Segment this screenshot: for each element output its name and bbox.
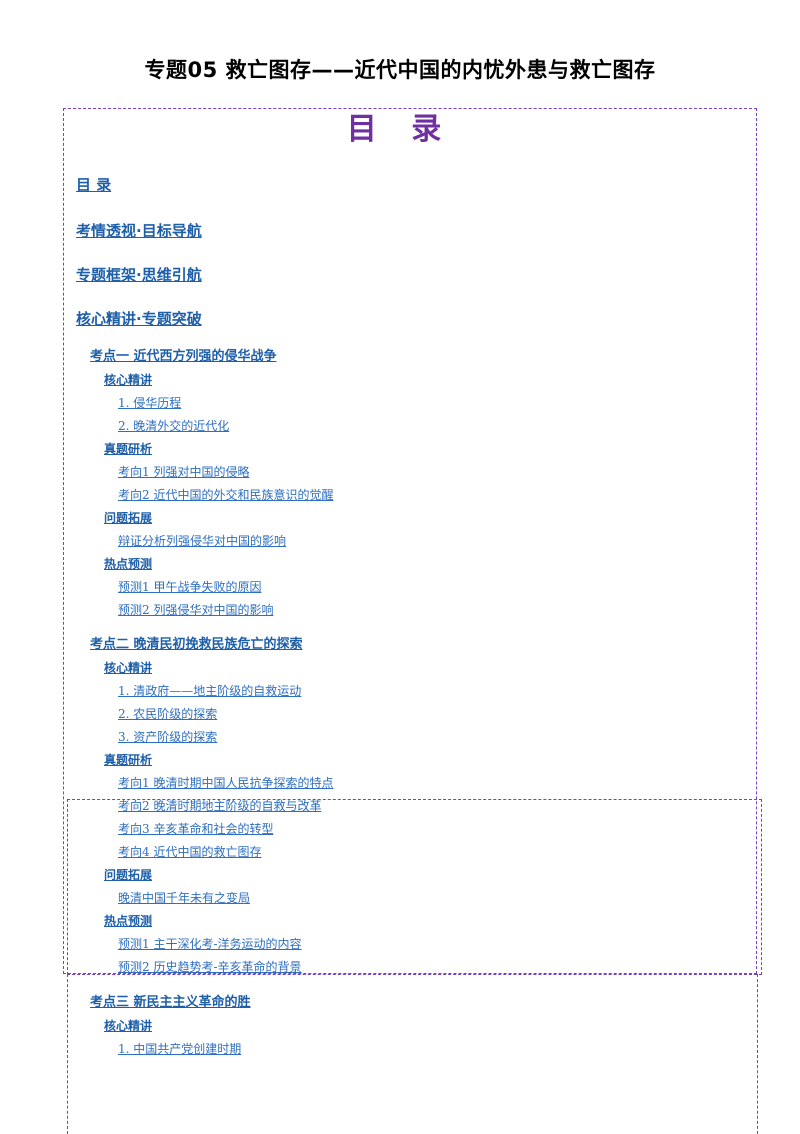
toc-entry-level-3[interactable]: 核心精讲 <box>104 373 153 387</box>
toc-entry-level-4[interactable]: 辩证分析列强侵华对中国的影响 <box>118 534 287 548</box>
toc-entry-level-4[interactable]: 1. 侵华历程 <box>118 396 182 410</box>
toc-entry-level-3[interactable]: 真题研析 <box>104 753 153 767</box>
toc-entry-level-4[interactable]: 考向4 近代中国的救亡图存 <box>118 845 262 859</box>
toc-entry-level-1[interactable]: 核心精讲·专题突破 <box>76 310 202 328</box>
toc-entry-level-3[interactable]: 核心精讲 <box>104 661 153 675</box>
toc-entry-level-3[interactable]: 热点预测 <box>104 914 153 928</box>
toc-entry-level-2[interactable]: 考点一 近代西方列强的侵华战争 <box>90 349 277 364</box>
toc-entry-level-4[interactable]: 考向3 辛亥革命和社会的转型 <box>118 822 274 836</box>
document-title: 专题05 救亡图存——近代中国的内忧外患与救亡图存 <box>144 58 656 82</box>
inner-frame <box>67 799 762 975</box>
toc-entry-level-4[interactable]: 预测1 主干深化考-洋务运动的内容 <box>118 937 302 951</box>
toc-entry-level-2[interactable]: 考点三 新民主主义革命的胜 <box>90 995 251 1010</box>
toc-heading: 目 录 <box>346 112 454 147</box>
toc-entry-level-4[interactable]: 2. 农民阶级的探索 <box>118 707 218 721</box>
toc-entry-level-1[interactable]: 专题框架·思维引航 <box>76 266 202 284</box>
toc-entry-level-4[interactable]: 2. 晚清外交的近代化 <box>118 419 230 433</box>
toc-entry-level-4[interactable]: 3. 资产阶级的探索 <box>118 730 218 744</box>
frame-continuation-left <box>67 974 68 1134</box>
toc-entry-level-4[interactable]: 1. 清政府——地主阶级的自救运动 <box>118 684 302 698</box>
toc-entry-level-3[interactable]: 核心精讲 <box>104 1019 153 1033</box>
toc-entry-level-4[interactable]: 预测2 列强侵华对中国的影响 <box>118 603 274 617</box>
toc-entry-level-4[interactable]: 晚清中国千年未有之变局 <box>118 891 251 905</box>
toc-entry-level-3[interactable]: 问题拓展 <box>104 511 153 525</box>
toc-entry-level-4[interactable]: 1. 中国共产党创建时期 <box>118 1042 242 1056</box>
toc-entry-level-4[interactable]: 预测1 甲午战争失败的原因 <box>118 580 262 594</box>
toc-entry-level-4[interactable]: 考向1 晚清时期中国人民抗争探索的特点 <box>118 776 334 790</box>
toc-entry-level-4[interactable]: 考向1 列强对中国的侵略 <box>118 465 250 479</box>
toc-entry-level-4[interactable]: 预测2 历史趋势考-辛亥革命的背景 <box>118 960 302 974</box>
toc-entry-level-3[interactable]: 热点预测 <box>104 557 153 571</box>
toc-entry-level-1[interactable]: 考情透视·目标导航 <box>76 222 202 240</box>
toc-entry-level-4[interactable]: 考向2 近代中国的外交和民族意识的觉醒 <box>118 488 334 502</box>
toc-entry-level-3[interactable]: 问题拓展 <box>104 868 153 882</box>
toc-entry-level-3[interactable]: 真题研析 <box>104 442 153 456</box>
toc-entry-level-1[interactable]: 目 录 <box>76 176 112 194</box>
frame-continuation-right <box>757 974 758 1134</box>
toc-entry-level-4[interactable]: 考向2 晚清时期地主阶级的自救与改革 <box>118 799 322 813</box>
toc-entry-level-2[interactable]: 考点二 晚清民初挽救民族危亡的探索 <box>90 637 303 652</box>
toc-frame <box>63 108 757 974</box>
